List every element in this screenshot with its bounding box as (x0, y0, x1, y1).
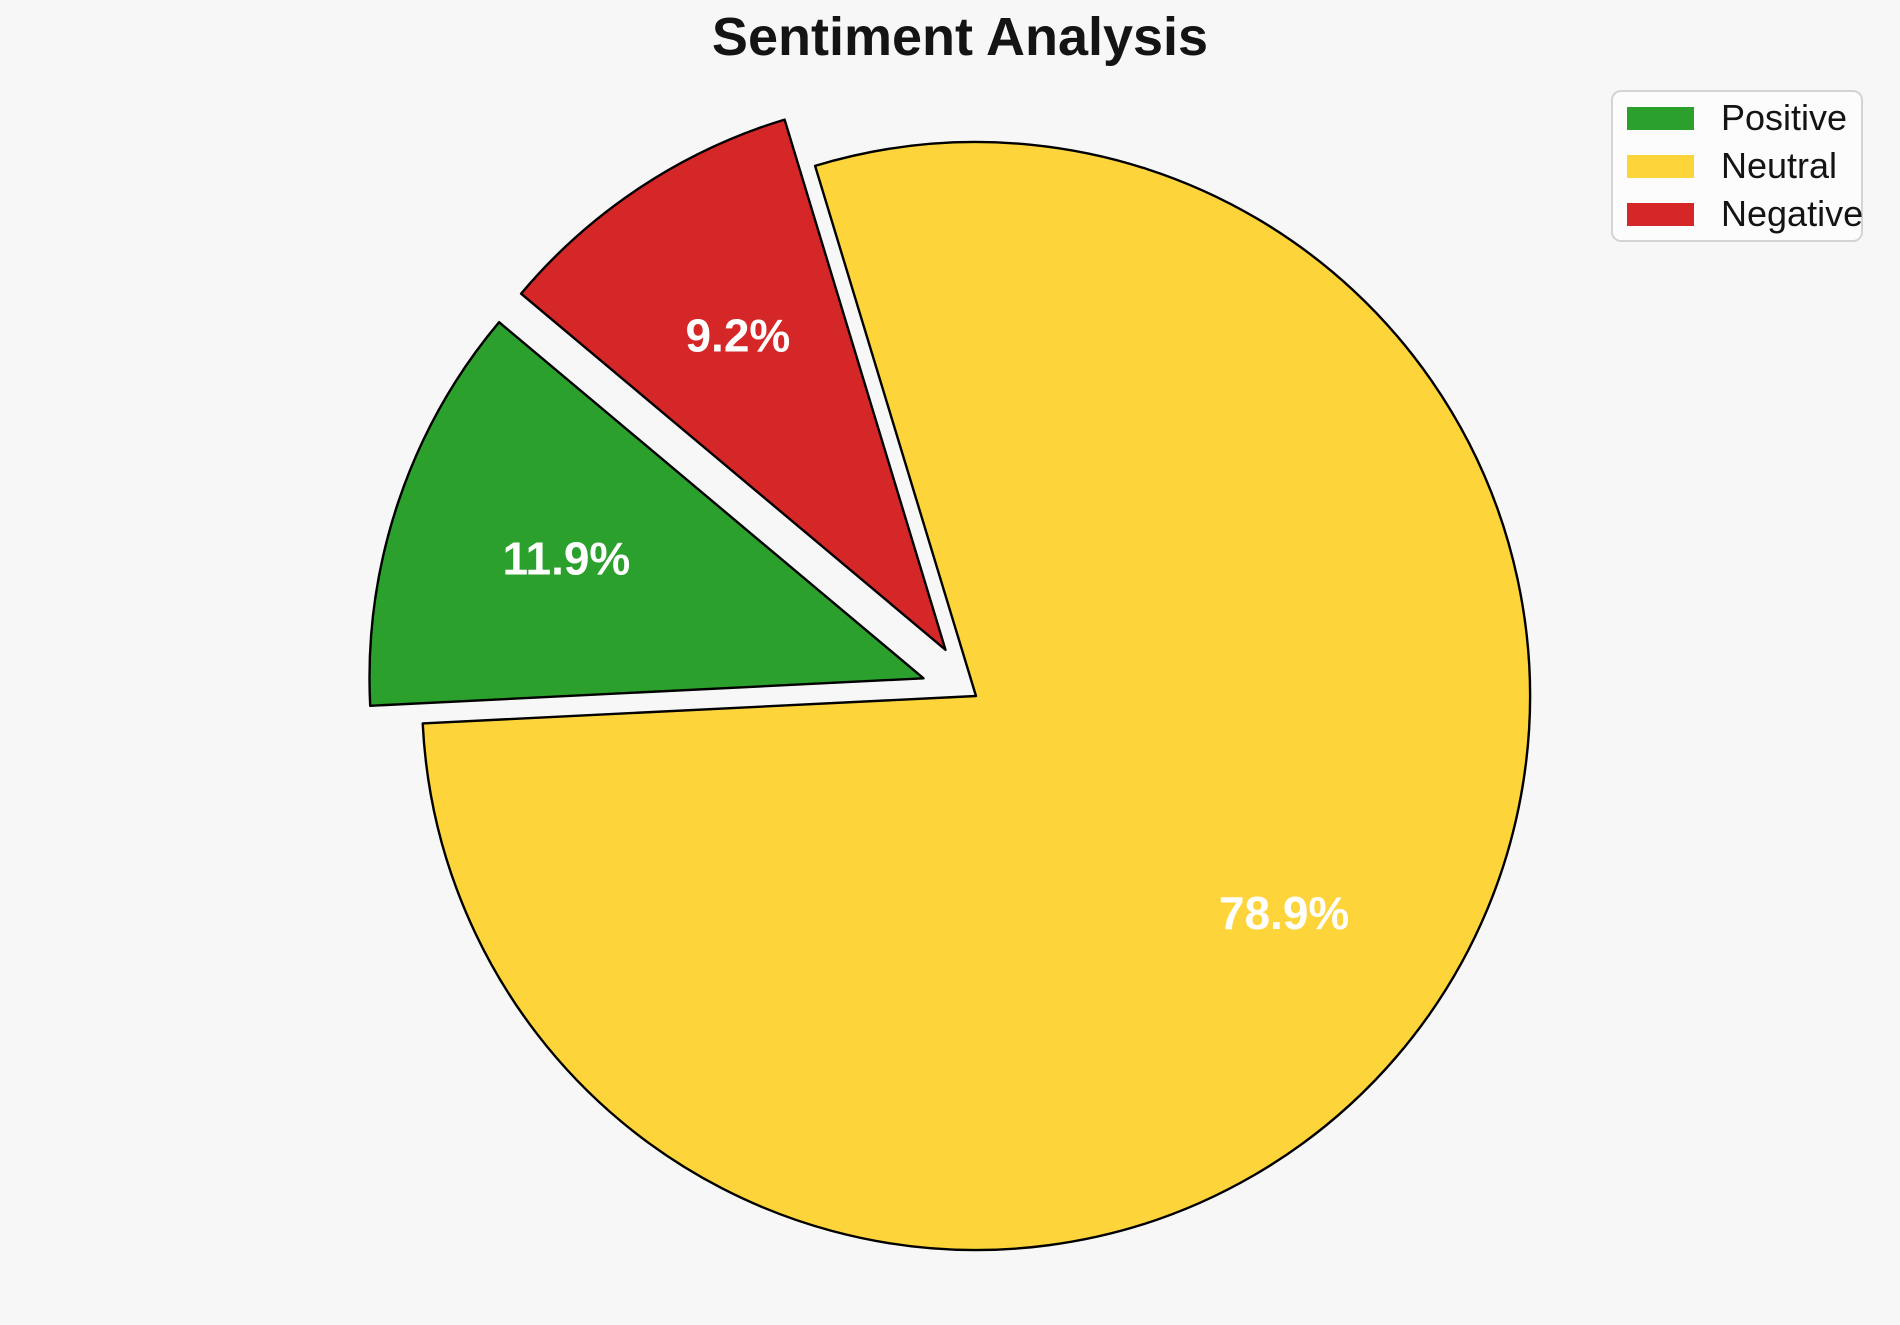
pie-slice-neutral (421, 140, 1532, 1252)
legend-label-positive: Positive (1721, 97, 1848, 138)
chart-title: Sentiment Analysis (711, 7, 1209, 67)
pct-label-neutral: 78.9% (1219, 887, 1349, 939)
legend-swatch-neutral (1627, 154, 1694, 178)
legend-item-positive: Positive (1627, 94, 1861, 142)
pie-slice-negative (519, 118, 947, 651)
legend-item-neutral: Neutral (1627, 142, 1861, 190)
pct-label-negative: 9.2% (685, 309, 790, 361)
legend-label-negative: Negative (1721, 193, 1864, 234)
legend-label-neutral: Neutral (1721, 145, 1838, 186)
pct-label-positive: 11.9% (502, 532, 630, 584)
pie-slice-positive (368, 321, 925, 707)
legend-swatch-positive (1627, 106, 1694, 130)
legend-swatch-negative (1627, 202, 1694, 226)
legend-item-negative: Negative (1627, 190, 1864, 238)
legend: Positive Neutral Negative (1611, 90, 1863, 242)
